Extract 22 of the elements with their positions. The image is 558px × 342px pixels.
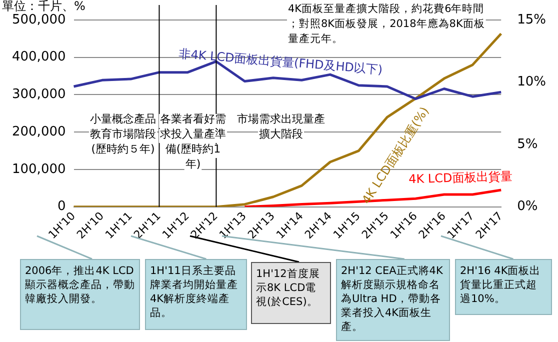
series-label: 非4K LCD面板出貨量(FHD及HD以下): [178, 46, 384, 77]
annotation: 市場需求出現量產擴大階段: [237, 112, 325, 140]
y2-tick-label: 0%: [517, 199, 538, 214]
y-axis-title: 單位：千片、%: [2, 0, 86, 14]
annotation: 各業者看好需求投入量產準備(歷時約1年): [160, 112, 226, 170]
text: 2H'16 4K面板出貨量比重正式超過10%。: [455, 259, 552, 315]
series-label: 4K LCD面板出貨量: [408, 169, 512, 186]
annotation: 4K面板至量產擴大階段，約花費6年時間；對照8K面板發展，2018年應為8K面板量產元年。: [288, 2, 485, 45]
text: 2H'12 CEA正式將4K解析度顯示規格命名為Ultra HD，帶動各業者投入4K面板生產。: [336, 259, 450, 341]
y2-tick-label: 10%: [517, 74, 546, 90]
y-tick-label: 400,000: [12, 50, 66, 65]
text: 1H'11日系主要品牌業者均開始量產4K解析度終端產品。: [145, 259, 247, 330]
annotation: 小量概念產品教育市場階段(歷時約５年): [90, 112, 156, 156]
y-tick-label: 0: [57, 199, 66, 214]
y-tick-label: 100,000: [12, 162, 66, 177]
y-tick-label: 500,000: [12, 12, 66, 28]
text: 1H'12首度展示8K LCD電視(於CES)。: [251, 262, 331, 324]
y2-tick-label: 15%: [517, 12, 546, 28]
text: 2006年，推出4K LCD顯示器概念產品，帶動韓廠投入開發。: [20, 259, 140, 330]
y-tick-label: 200,000: [12, 124, 66, 140]
y-tick-label: 300,000: [12, 87, 66, 102]
y2-tick-label: 5%: [517, 136, 538, 152]
